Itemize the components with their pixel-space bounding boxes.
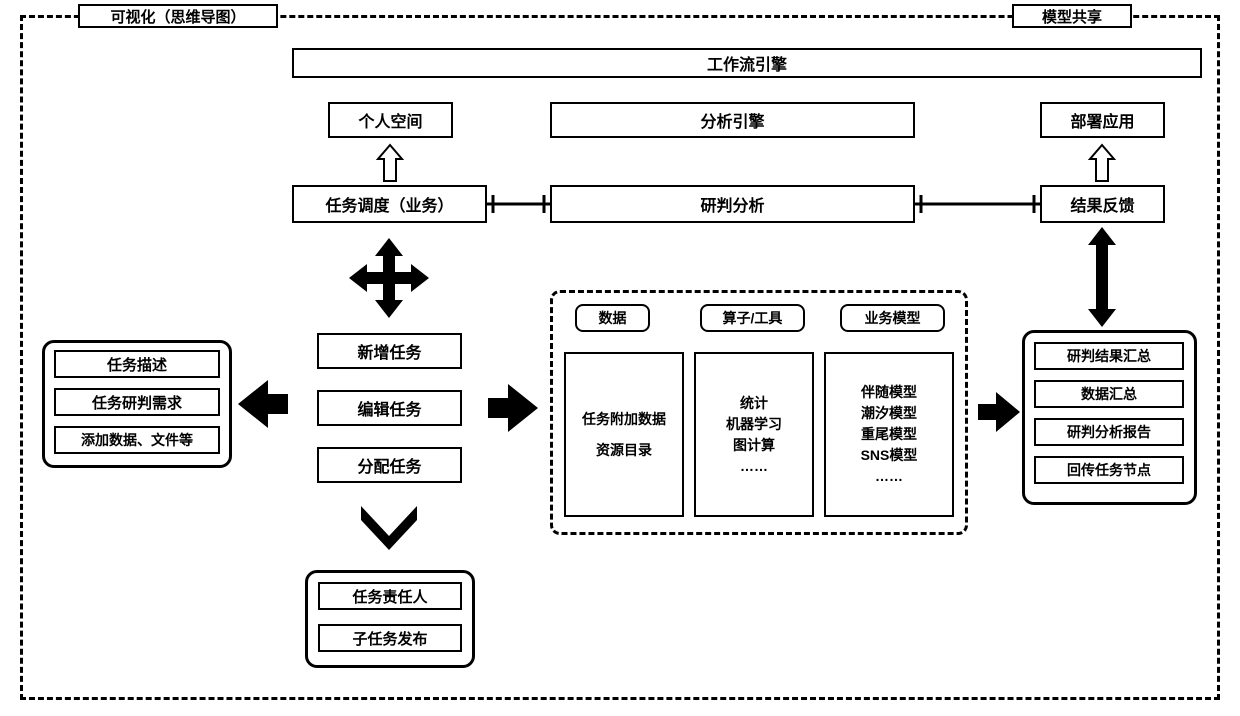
result-3: 研判分析报告 <box>1034 418 1184 446</box>
mid-model-3: 重尾模型 <box>861 424 917 445</box>
mid-data-list: 任务附加数据 资源目录 <box>564 352 684 517</box>
personal-space: 个人空间 <box>328 102 453 138</box>
task-desc-1: 任务描述 <box>54 350 220 378</box>
workflow-engine: 工作流引擎 <box>292 48 1202 78</box>
analysis-engine: 分析引擎 <box>550 102 915 138</box>
mid-tool-3: 图计算 <box>733 435 775 456</box>
result-2: 数据汇总 <box>1034 380 1184 408</box>
research-analysis: 研判分析 <box>550 185 915 223</box>
mid-tool-1: 统计 <box>740 393 768 414</box>
mid-model-4: SNS模型 <box>861 445 918 466</box>
deploy-app: 部署应用 <box>1040 102 1165 138</box>
task-schedule: 任务调度（业务） <box>292 185 487 223</box>
task-add: 新增任务 <box>317 333 462 369</box>
mid-tool-2: 机器学习 <box>726 414 782 435</box>
mid-tools-list: 统计 机器学习 图计算 …… <box>694 352 814 517</box>
outer-right-label: 模型共享 <box>1012 4 1132 28</box>
mid-model-1: 伴随模型 <box>861 382 917 403</box>
mid-data-1: 任务附加数据 <box>582 409 666 430</box>
task-edit: 编辑任务 <box>317 390 462 426</box>
result-feedback: 结果反馈 <box>1040 185 1165 223</box>
mid-model-5: …… <box>875 466 903 487</box>
result-4: 回传任务节点 <box>1034 456 1184 484</box>
assign-subtask: 子任务发布 <box>318 624 462 652</box>
mid-h2: 算子/工具 <box>700 304 805 332</box>
task-assign: 分配任务 <box>317 447 462 483</box>
mid-data-2: 资源目录 <box>596 440 652 461</box>
mid-h1: 数据 <box>575 304 650 332</box>
task-desc-3: 添加数据、文件等 <box>54 426 220 454</box>
result-1: 研判结果汇总 <box>1034 342 1184 370</box>
task-desc-2: 任务研判需求 <box>54 388 220 416</box>
mid-tool-4: …… <box>740 456 768 477</box>
mid-models-list: 伴随模型 潮汐模型 重尾模型 SNS模型 …… <box>824 352 954 517</box>
mid-model-2: 潮汐模型 <box>861 403 917 424</box>
diagram-canvas: 可视化（思维导图） 模型共享 工作流引擎 个人空间 分析引擎 部署应用 任务调度… <box>0 0 1240 716</box>
assign-owner: 任务责任人 <box>318 582 462 610</box>
outer-title: 可视化（思维导图） <box>78 4 278 28</box>
mid-h3: 业务模型 <box>840 304 945 332</box>
